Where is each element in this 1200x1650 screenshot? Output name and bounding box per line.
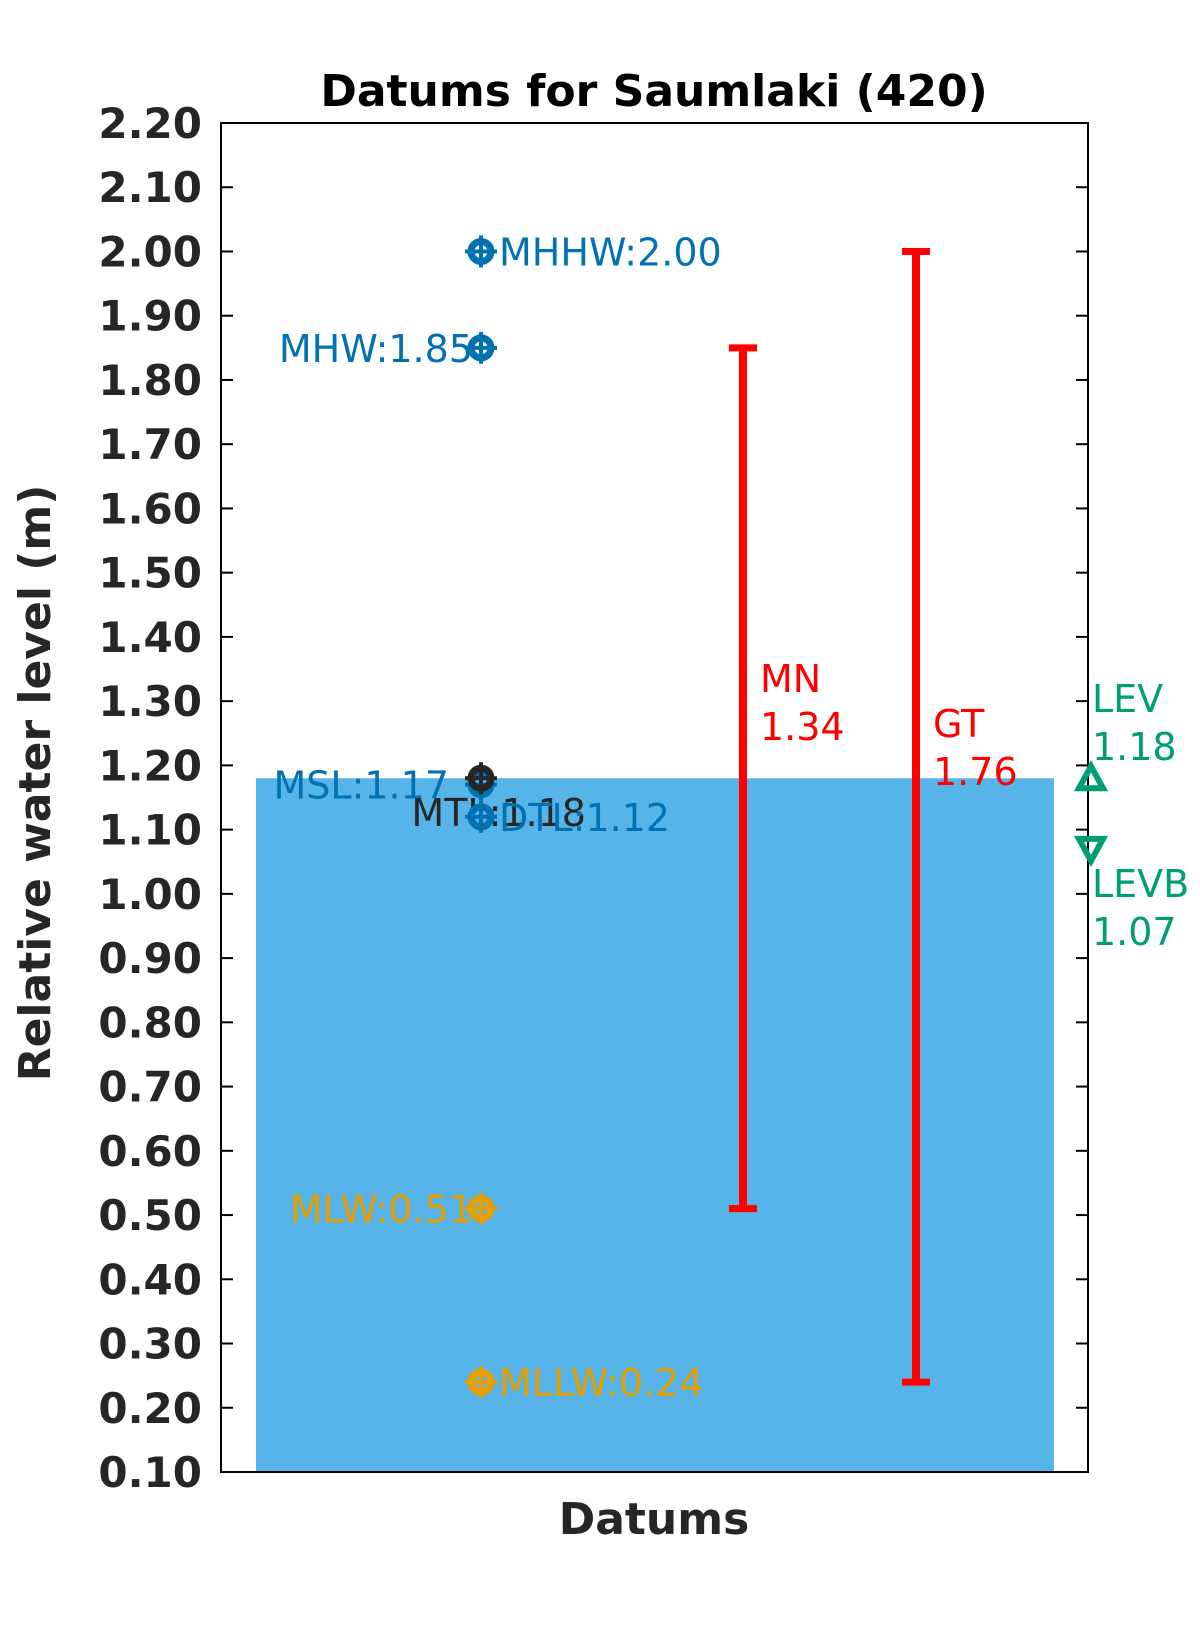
- chart-title: Datums for Saumlaki (420): [320, 66, 987, 117]
- water-level-fill: [256, 778, 1054, 1472]
- lev-value: 1.18: [1092, 725, 1177, 769]
- mllw-label: MLLW:0.24: [499, 1361, 703, 1405]
- y-tick-label: 1.30: [98, 677, 202, 726]
- y-tick-label: 2.10: [98, 163, 202, 212]
- y-tick-label: 0.20: [98, 1384, 202, 1433]
- levb-label: LEVB: [1092, 862, 1189, 906]
- msl-label: MSL:1.17: [274, 764, 450, 808]
- x-axis-label: Datums: [559, 1494, 750, 1545]
- dtl-label: DTL:1.12: [499, 796, 670, 840]
- mtl-label: MTL:1.18: [411, 791, 586, 835]
- y-tick-label: 0.90: [98, 934, 202, 983]
- y-tick-label: 2.20: [98, 99, 202, 148]
- mlw-label: MLW:0.51: [290, 1188, 473, 1232]
- gt-range-name: GT: [933, 702, 985, 746]
- gt-range-value: 1.76: [933, 750, 1018, 794]
- y-tick-label: 1.40: [98, 613, 202, 662]
- y-tick-label: 0.80: [98, 998, 202, 1047]
- y-tick-label: 1.70: [98, 420, 202, 469]
- y-tick-label: 2.00: [98, 227, 202, 276]
- y-tick-label: 1.00: [98, 870, 202, 919]
- mhhw-label: MHHW:2.00: [499, 230, 722, 274]
- chart-marks: 0.10 0.20 0.30 0.40 0.50 0.60 0.70 0.80 0.90 1.00…: [98, 99, 1189, 1497]
- y-tick-label: 1.20: [98, 741, 202, 790]
- y-tick-label: 0.60: [98, 1127, 202, 1176]
- lev-marker: [1073, 759, 1109, 792]
- y-tick-label: 1.80: [98, 356, 202, 405]
- y-tick-label: 0.70: [98, 1063, 202, 1112]
- levb-value: 1.07: [1092, 910, 1177, 954]
- lev-label: LEV: [1092, 677, 1163, 721]
- mn-range-name: MN: [760, 657, 821, 701]
- mhw-label: MHW:1.85: [279, 327, 473, 371]
- levb-marker: [1073, 835, 1109, 868]
- mn-range-value: 1.34: [760, 705, 845, 749]
- y-tick-label: 0.50: [98, 1191, 202, 1240]
- plot-frame: [220, 122, 1089, 1473]
- y-tick-label: 1.90: [98, 292, 202, 341]
- y-tick-label: 0.40: [98, 1255, 202, 1304]
- y-axis-label: Relative water level (m): [10, 485, 61, 1082]
- y-tick-label: 1.10: [98, 806, 202, 855]
- y-tick-label: 0.10: [98, 1448, 202, 1497]
- y-tick-label: 1.50: [98, 549, 202, 598]
- y-tick-label: 0.30: [98, 1320, 202, 1369]
- y-tick-label: 1.60: [98, 484, 202, 533]
